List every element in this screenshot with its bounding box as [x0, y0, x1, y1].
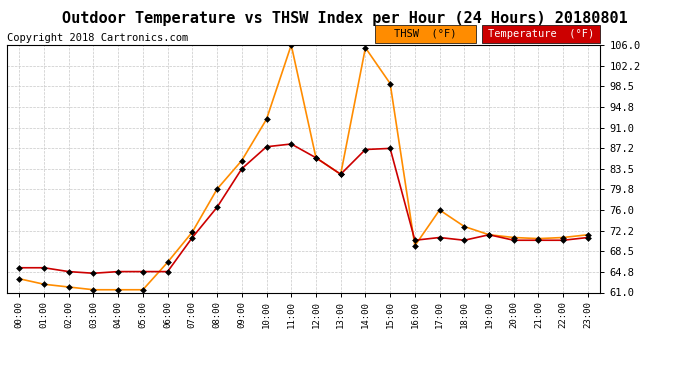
Text: Outdoor Temperature vs THSW Index per Hour (24 Hours) 20180801: Outdoor Temperature vs THSW Index per Ho…: [62, 11, 628, 26]
FancyBboxPatch shape: [375, 25, 475, 42]
FancyBboxPatch shape: [482, 25, 600, 42]
Text: Temperature  (°F): Temperature (°F): [488, 29, 594, 39]
Text: Copyright 2018 Cartronics.com: Copyright 2018 Cartronics.com: [7, 33, 188, 42]
Text: THSW  (°F): THSW (°F): [394, 29, 457, 39]
